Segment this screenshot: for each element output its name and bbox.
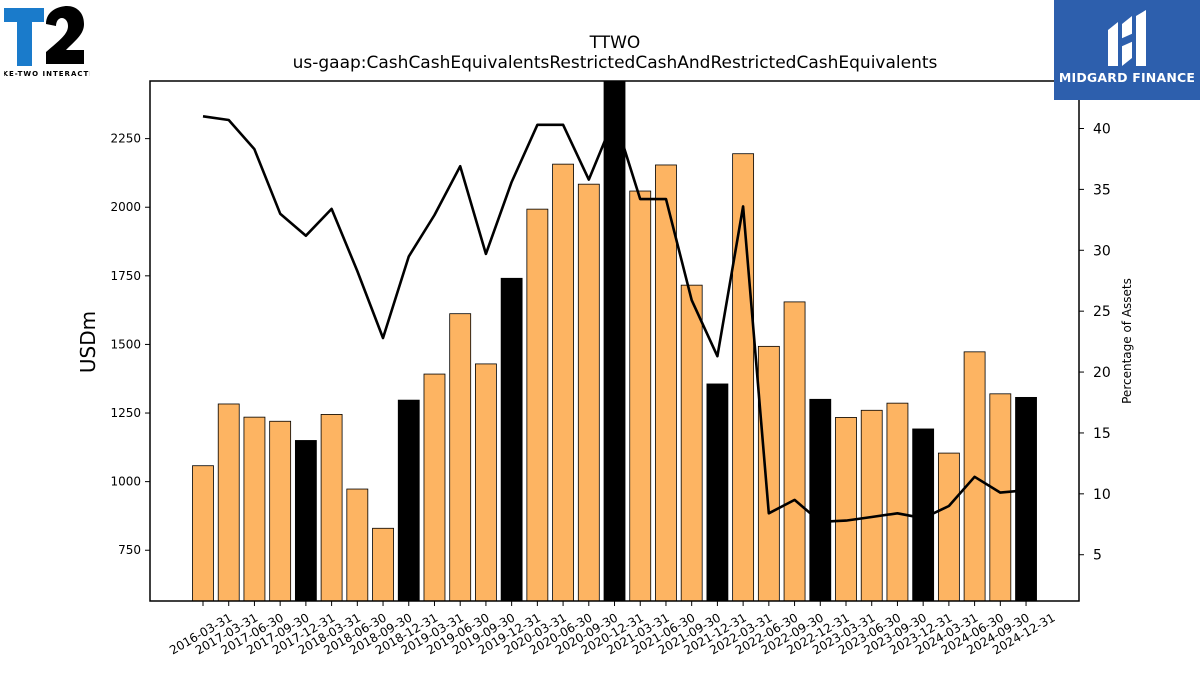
bar-2018-06-30 [346,488,369,602]
y-tick-label: 1500 [110,337,141,351]
y2-tick-label: 30 [1093,243,1111,259]
bar-2022-09-30 [783,301,806,602]
y2-tick-label: 40 [1093,121,1111,137]
y2-tick-label: 10 [1093,487,1111,503]
bar-2019-12-31 [500,277,523,602]
bar-2017-03-31 [217,403,240,602]
y-tick-label: 2250 [110,132,141,146]
take-two-logo: TAKE-TWO INTERACTIVE [4,6,90,78]
y2-tick-label: 5 [1093,548,1102,564]
bar-2022-12-31 [809,398,832,602]
y2-tick-label: 25 [1093,304,1111,320]
chart-subtitle: us-gaap:CashCashEquivalentsRestrictedCas… [293,53,938,73]
bar-2021-09-30 [680,284,703,602]
take-two-logo-text: TAKE-TWO INTERACTIVE [4,70,90,78]
line-group [202,115,1027,524]
y2-tick-label: 20 [1093,365,1111,381]
bar-2017-09-30 [269,420,292,602]
y-tick-label: 1750 [110,269,141,283]
bar-2024-03-31 [937,452,960,602]
bar-2023-03-31 [835,417,857,602]
bar-2017-12-31 [294,440,317,602]
bar-2018-12-31 [397,399,420,602]
bar-2019-06-30 [449,313,472,602]
percentage-of-assets-line [202,115,1027,524]
bar-2019-09-30 [475,363,497,602]
midgard-logo-text: MIDGARD FINANCE [1058,70,1196,85]
y-tick-label: 1000 [110,475,141,489]
bar-2019-03-31 [423,373,446,602]
right-axis-ticks: 5 10 15 20 25 30 35 40 [1079,121,1111,564]
bar-2020-12-31 [603,80,626,602]
y-tick-label: 1250 [110,406,141,420]
bar-2023-09-30 [886,402,909,602]
y2-axis-label: Percentage of Assets [1120,278,1134,404]
midgard-mark-icon [1108,10,1146,66]
chart-title: TTWO [589,33,641,53]
y2-tick-label: 35 [1093,182,1111,198]
left-axis-ticks: 750 1000 1250 1500 1750 2000 2250 [110,132,150,557]
bar-2017-06-30 [243,416,266,602]
bar-2023-06-30 [860,409,883,602]
bar-2020-06-30 [552,163,574,602]
bar-2021-12-31 [706,383,729,602]
bar-2016-03-31 [192,465,214,602]
y-tick-label: 2000 [110,200,141,214]
bar-2020-09-30 [577,183,600,602]
bar-2018-03-31 [320,414,343,602]
bar-2022-06-30 [757,345,780,602]
bar-2024-12-31 [1015,396,1037,602]
bar-2020-03-31 [526,208,549,602]
y-tick-label: 750 [118,543,141,557]
midgard-finance-logo: MIDGARD FINANCE [1054,0,1200,100]
bars-group [192,80,1037,602]
x-axis-ticks: 2016-03-312017-03-312017-06-302017-09-30… [167,601,1058,657]
bar-2018-09-30 [372,527,394,602]
y2-tick-label: 15 [1093,426,1111,442]
bar-2024-09-30 [989,393,1012,602]
bar-2021-03-31 [629,190,652,602]
y-axis-label: USDm [76,311,100,373]
